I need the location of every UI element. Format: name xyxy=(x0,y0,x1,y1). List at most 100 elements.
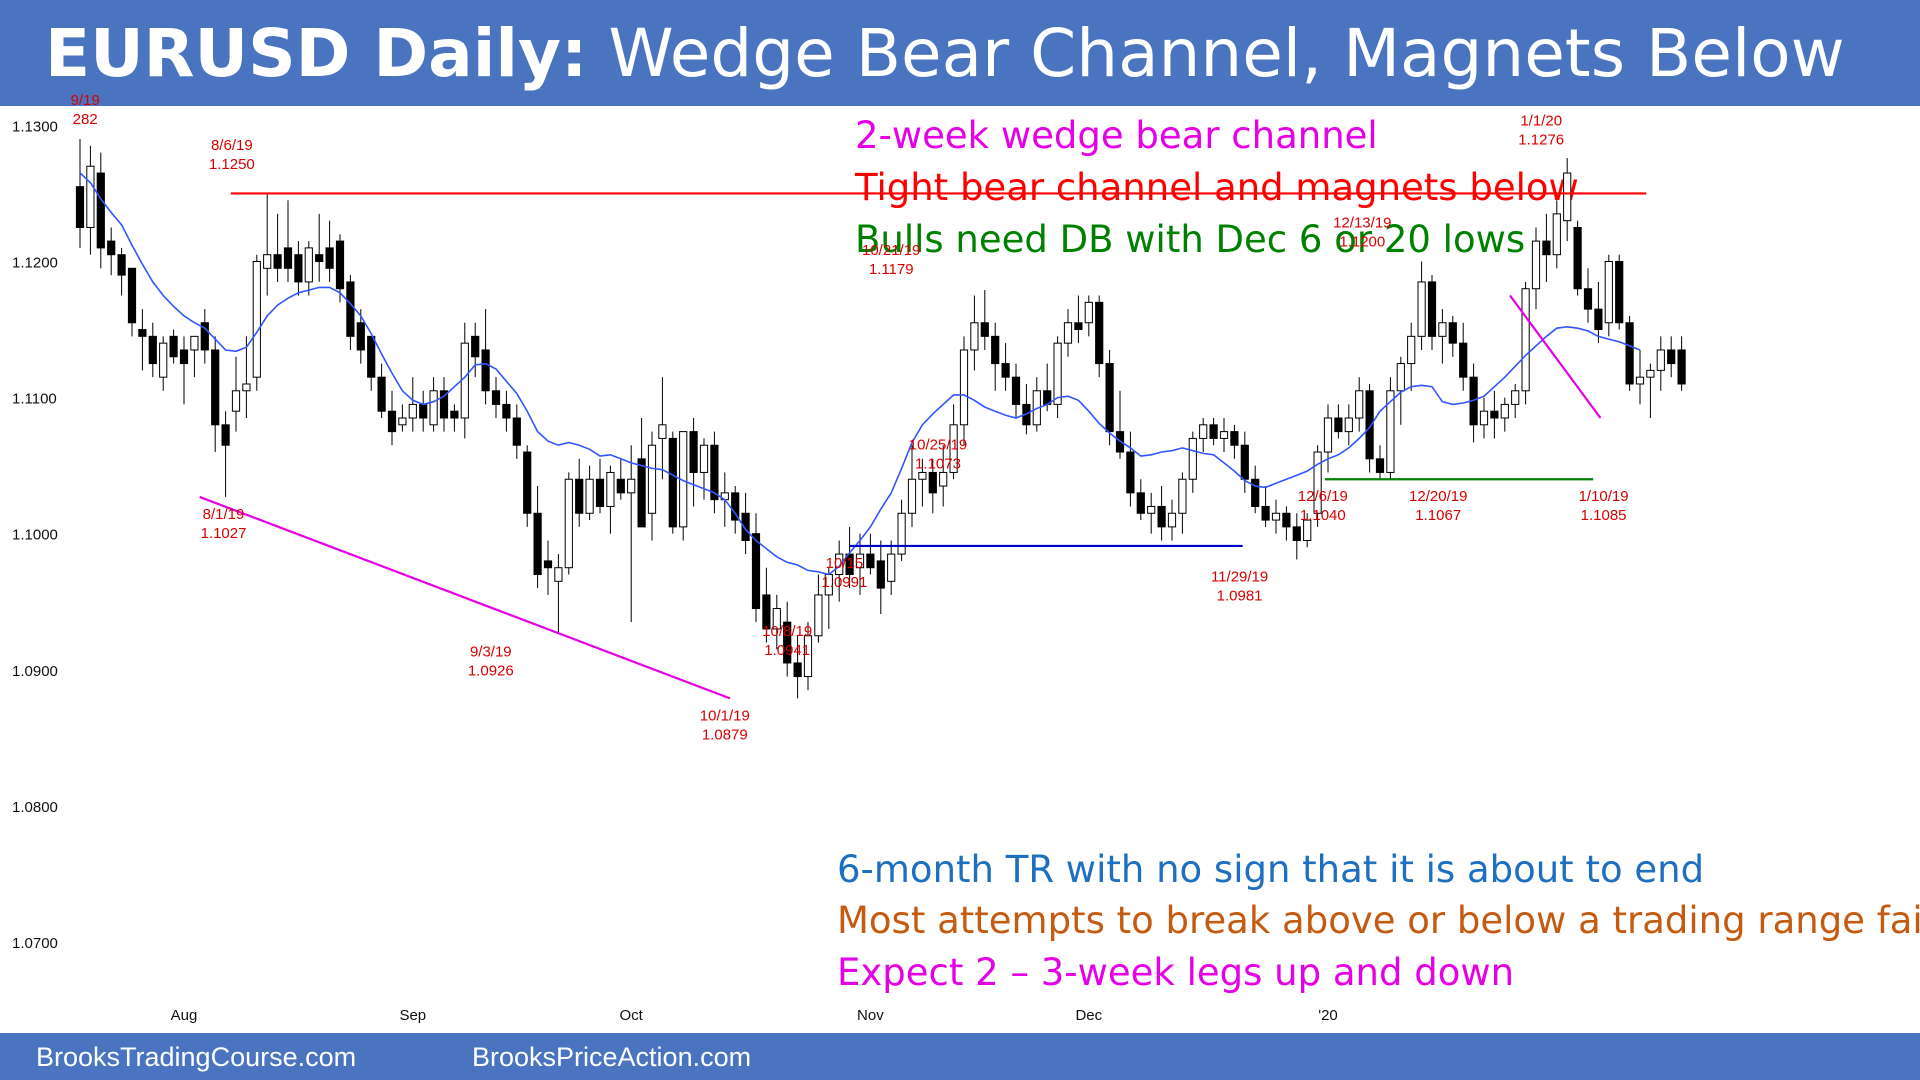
x-tick-label: Sep xyxy=(399,1007,426,1024)
candle-body-bull xyxy=(408,403,417,419)
candle xyxy=(1407,322,1416,391)
candle-body-bear xyxy=(502,403,511,419)
candle-body-bear xyxy=(356,322,365,351)
candle-body-bull xyxy=(1511,390,1520,405)
candle-body-bull xyxy=(1438,322,1447,337)
candle-body-bull xyxy=(1188,437,1197,480)
candle-body-bear xyxy=(1334,417,1343,433)
candle-body-bull xyxy=(772,608,781,630)
price-annotation: 10/8/19 1.0941 xyxy=(762,623,812,659)
candle xyxy=(1625,315,1634,391)
candle-body-bull xyxy=(398,417,407,426)
note-bottom-2: Most attempts to break above or below a … xyxy=(837,899,1920,942)
candle xyxy=(408,377,417,432)
candle-body-bear xyxy=(1011,376,1021,405)
candle xyxy=(731,486,740,534)
annotation-date: 8/6/19 xyxy=(211,137,253,154)
annotation-price: 1.0941 xyxy=(764,642,810,659)
candle xyxy=(294,241,303,296)
y-tick-label: 1.0800 xyxy=(12,799,58,816)
candle-body-bull xyxy=(252,261,261,378)
price-annotation: 10/25/19 1.1073 xyxy=(909,437,967,473)
note-bottom-3: Expect 2 – 3-week legs up and down xyxy=(837,951,1514,994)
candle xyxy=(1542,213,1551,282)
candle xyxy=(127,267,137,337)
candle-body-bull xyxy=(1521,288,1530,392)
price-annotation: 12/6/19 1.1040 xyxy=(1298,488,1348,524)
candle xyxy=(679,431,688,541)
candle-body-bull xyxy=(1199,424,1208,439)
candle-body-bear xyxy=(200,322,209,351)
candle-body-bear xyxy=(491,390,501,405)
candle-body-bear xyxy=(616,478,625,494)
price-annotation: 1/1/20 1.1276 xyxy=(1518,113,1564,149)
candle-body-bear xyxy=(283,247,293,269)
candle-body-bear xyxy=(169,335,178,358)
price-annotations: 9/19 282 8/6/19 1.1250 8/1/19 1.1027 9/3/19 1.0… xyxy=(71,92,1629,743)
candle-body-bear xyxy=(138,329,147,337)
candle xyxy=(1386,377,1395,480)
notes-top: 2-week wedge bear channel Tight bear cha… xyxy=(854,114,1579,261)
candle-body-bear xyxy=(741,512,750,541)
candle-body-bear xyxy=(523,451,532,514)
candle xyxy=(1084,295,1093,337)
candle xyxy=(1126,431,1135,507)
candle xyxy=(356,309,365,364)
candle xyxy=(1199,418,1208,453)
candle xyxy=(325,220,334,282)
candle xyxy=(1105,349,1114,446)
candle-body-bear xyxy=(1667,349,1676,365)
candle xyxy=(1303,513,1312,548)
candle-body-bear xyxy=(668,437,677,528)
candle xyxy=(231,356,241,432)
annotation-date: 9/3/19 xyxy=(470,643,512,660)
title-symbol: EURUSD Daily: xyxy=(45,15,588,92)
annotation-price: 1.1250 xyxy=(209,156,255,173)
candle-body-bear xyxy=(1594,308,1603,331)
candle xyxy=(616,458,625,500)
candle-body-bear xyxy=(1448,322,1457,344)
candle-body-bear xyxy=(439,390,449,419)
page-title: EURUSD Daily: Wedge Bear Channel, Magnet… xyxy=(45,14,1845,94)
candle-body-bull xyxy=(1500,403,1509,419)
candle-body-bear xyxy=(325,247,334,269)
candle-body-bear xyxy=(762,594,771,630)
candle xyxy=(471,322,480,378)
candle xyxy=(1292,513,1301,560)
candle-body-bull xyxy=(585,478,594,514)
note-top-1: 2-week wedge bear channel xyxy=(855,114,1378,157)
candle-body-bear xyxy=(1105,363,1114,433)
candle-body-bull xyxy=(814,594,823,637)
candle xyxy=(855,533,865,595)
footer-bar: BrooksTradingCourse.com BrooksPriceActio… xyxy=(0,1033,1920,1080)
candle xyxy=(242,336,251,419)
candle-body-bear xyxy=(211,349,220,426)
footer-link-trading-course[interactable]: BrooksTradingCourse.com xyxy=(36,1042,357,1072)
candle xyxy=(211,336,220,453)
candle xyxy=(866,533,875,575)
annotation-price: 1.1085 xyxy=(1581,507,1627,524)
price-annotation: 8/1/19 1.1027 xyxy=(201,506,247,542)
candle xyxy=(377,363,386,419)
candle-body-bear xyxy=(793,662,802,678)
candle xyxy=(1115,390,1125,459)
candle xyxy=(1511,383,1520,419)
candle xyxy=(1448,315,1457,357)
candle xyxy=(814,574,823,643)
candle-body-bear xyxy=(117,254,126,276)
candle xyxy=(1095,295,1104,378)
annotation-date: 10/15 xyxy=(826,555,864,572)
candle-body-bull xyxy=(627,478,636,494)
candle-body-bull xyxy=(949,424,958,473)
candle-body-bear xyxy=(127,267,137,324)
candle xyxy=(1313,445,1322,527)
annotation-date: 9/19 xyxy=(71,92,100,109)
candle-body-bear xyxy=(346,281,355,337)
candle xyxy=(221,411,230,497)
candle xyxy=(1552,200,1561,269)
annotation-date: 10/25/19 xyxy=(909,437,967,454)
footer-link-price-action[interactable]: BrooksPriceAction.com xyxy=(472,1042,752,1072)
candle xyxy=(283,200,293,282)
candle-body-bull xyxy=(231,390,241,412)
candle xyxy=(419,390,428,432)
